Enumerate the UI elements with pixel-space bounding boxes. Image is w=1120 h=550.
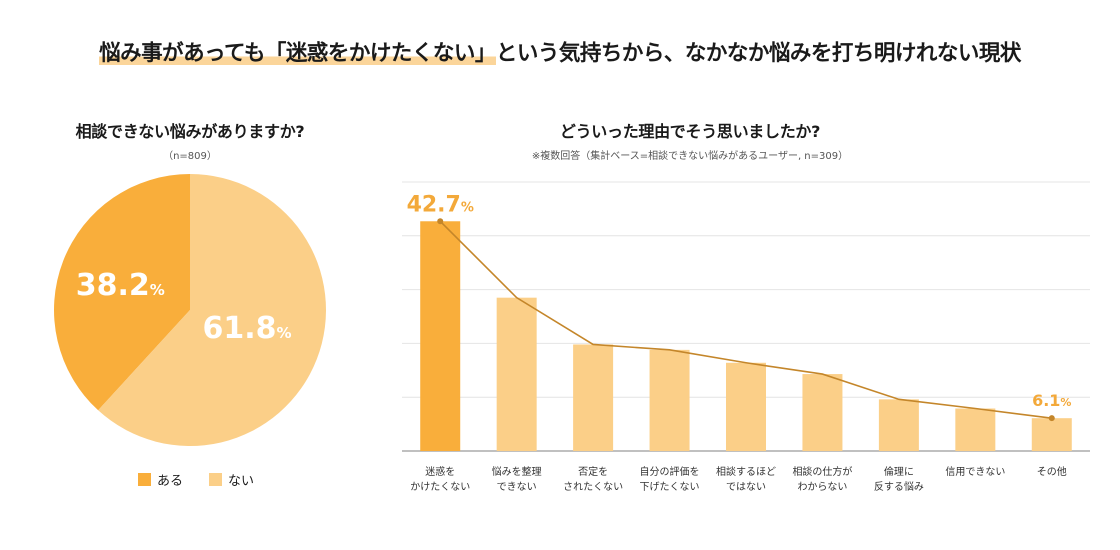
x-axis-labels: 迷惑をかけたくない悩みを整理できない否定をされたくない自分の評価を下げたくない相… [410, 465, 1067, 493]
trend-dot-0 [437, 218, 444, 225]
bar-7 [955, 408, 996, 451]
x-label-6: 倫理に反する悩み [874, 465, 924, 493]
bars [420, 221, 1072, 451]
trend-dots [437, 218, 1055, 422]
legend-label-aru: ある [157, 474, 184, 489]
legend-label-nai: ない [228, 474, 255, 489]
headline-rest: という気持ちから、なかなか悩みを打ち明けれない現状 [495, 41, 1022, 66]
pie-note: （n=809） [163, 151, 217, 162]
legend-swatch-nai [209, 473, 223, 486]
legend-swatch-aru [138, 473, 151, 486]
pie-label-nai: 61.8% [203, 311, 292, 346]
bar-note: ※複数回答（集計ベース=相談できない悩みがあるユーザー, n=309） [531, 151, 849, 162]
x-label-5: 相談の仕方がわからない [792, 465, 852, 493]
pie-legend: ある ない [138, 470, 254, 489]
x-label-3: 自分の評価を下げたくない [640, 465, 700, 493]
trend-dot-8 [1048, 415, 1055, 422]
bar-8 [1031, 418, 1072, 451]
pie-title: 相談できない悩みがありますか? [75, 122, 305, 141]
trend-line [439, 220, 1052, 419]
bar-4 [726, 362, 766, 451]
bar-5 [802, 374, 843, 451]
pie-slice-aru [53, 174, 190, 411]
bar-2 [573, 344, 614, 451]
bar-6 [878, 399, 919, 451]
bar-0 [420, 221, 461, 451]
pie-slice-nai [98, 174, 326, 446]
pie-chart: 38.2% 61.8% [53, 174, 326, 446]
headline: 悩み事があっても「迷惑をかけたくない」という気持ちから、なかなか悩みを打ち明けれ… [0, 36, 1120, 67]
bar-1 [496, 297, 537, 451]
bar-title: どういった理由でそう思いましたか? [559, 122, 821, 141]
bar-chart: 迷惑をかけたくない悩みを整理できない否定をされたくない自分の評価を下げたくない相… [402, 181, 1090, 493]
x-label-0: 迷惑をかけたくない [410, 465, 470, 493]
headline-highlight: 悩み事があっても「迷惑をかけたくない」 [99, 41, 496, 66]
bar-3 [649, 349, 690, 451]
value-label-8: 6.1% [1032, 391, 1071, 410]
pie-label-aru: 38.2% [76, 268, 165, 303]
x-label-7: 信用できない [945, 466, 1005, 478]
value-labels: 42.7% 6.1% [407, 192, 1072, 410]
x-label-2: 否定をされたくない [563, 465, 623, 493]
legend-item-nai: ない [209, 470, 254, 489]
x-label-4: 相談するほどではない [716, 465, 776, 493]
x-label-1: 悩みを整理できない [492, 465, 542, 493]
legend-item-aru: ある [138, 470, 183, 489]
value-label-0: 42.7% [407, 192, 474, 217]
x-label-8: その他 [1037, 465, 1067, 478]
